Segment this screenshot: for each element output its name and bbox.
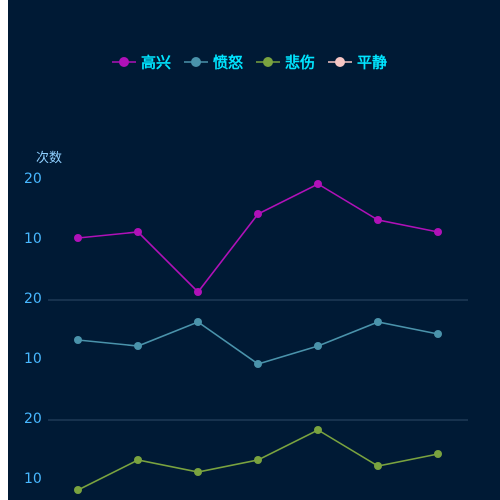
data-point[interactable] bbox=[314, 180, 322, 188]
data-point[interactable] bbox=[434, 450, 442, 458]
legend-dot-icon bbox=[263, 57, 273, 67]
data-point[interactable] bbox=[314, 426, 322, 434]
data-point[interactable] bbox=[134, 228, 142, 236]
legend-label: 高兴 bbox=[141, 54, 171, 72]
y-tick-label: 20 bbox=[24, 171, 42, 187]
data-point[interactable] bbox=[134, 456, 142, 464]
series-lines bbox=[74, 180, 442, 494]
chart-svg: 高兴 愤怒 悲伤 平静 次数 20 10 20 10 20 10 bbox=[24, 54, 468, 494]
data-point[interactable] bbox=[374, 318, 382, 326]
data-point[interactable] bbox=[254, 210, 262, 218]
y-tick-label: 20 bbox=[24, 411, 42, 427]
data-point[interactable] bbox=[194, 468, 202, 476]
data-point[interactable] bbox=[374, 216, 382, 224]
data-point[interactable] bbox=[74, 486, 82, 494]
grid-lines bbox=[48, 299, 468, 421]
legend-dot-icon bbox=[335, 57, 345, 67]
y-tick-label: 20 bbox=[24, 291, 42, 307]
legend-item[interactable]: 高兴 bbox=[112, 54, 171, 72]
data-point[interactable] bbox=[434, 228, 442, 236]
data-point[interactable] bbox=[374, 462, 382, 470]
data-point[interactable] bbox=[254, 456, 262, 464]
data-point[interactable] bbox=[314, 342, 322, 350]
y-tick-label: 10 bbox=[24, 351, 42, 367]
legend-item[interactable]: 悲伤 bbox=[256, 54, 315, 72]
y-tick-label: 10 bbox=[24, 471, 42, 487]
data-point[interactable] bbox=[194, 288, 202, 296]
data-point[interactable] bbox=[74, 234, 82, 242]
legend-label: 悲伤 bbox=[285, 54, 315, 72]
legend-label: 平静 bbox=[357, 54, 387, 72]
series-line bbox=[77, 183, 439, 294]
series-line bbox=[77, 321, 439, 365]
data-point[interactable] bbox=[434, 330, 442, 338]
y-tick-labels: 20 10 20 10 20 10 bbox=[24, 171, 42, 487]
legend-item[interactable]: 平静 bbox=[328, 54, 387, 72]
legend-dot-icon bbox=[119, 57, 129, 67]
y-axis-name: 次数 bbox=[36, 150, 62, 166]
data-point[interactable] bbox=[134, 342, 142, 350]
legend: 高兴 愤怒 悲伤 平静 bbox=[112, 54, 387, 72]
data-point[interactable] bbox=[254, 360, 262, 368]
data-point[interactable] bbox=[74, 336, 82, 344]
legend-item[interactable]: 愤怒 bbox=[184, 54, 243, 72]
legend-label: 愤怒 bbox=[213, 54, 243, 72]
y-tick-label: 10 bbox=[24, 231, 42, 247]
data-point[interactable] bbox=[194, 318, 202, 326]
chart-panel: 高兴 愤怒 悲伤 平静 次数 20 10 20 10 20 10 bbox=[8, 0, 500, 500]
legend-dot-icon bbox=[191, 57, 201, 67]
